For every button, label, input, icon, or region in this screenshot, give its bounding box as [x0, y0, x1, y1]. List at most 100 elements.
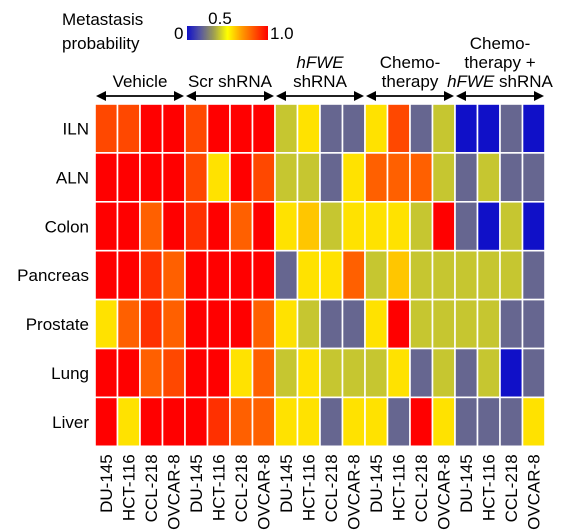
row-label: Prostate [26, 315, 89, 334]
heatmap-cell [386, 347, 411, 399]
row-label: Liver [52, 413, 89, 432]
heatmap-cell [139, 347, 164, 399]
arrowhead-left-icon [456, 91, 466, 101]
heatmap-cell [409, 103, 434, 154]
column-label: HCT-116 [480, 454, 499, 521]
heatmap-cell [454, 152, 479, 203]
heatmap-cell [274, 201, 299, 252]
group-label-line: therapy [382, 72, 439, 91]
heatmap-cell [454, 298, 479, 350]
group-label-line: hFWE shRNA [447, 72, 553, 91]
heatmap-cell [364, 347, 389, 399]
column-label: HCT-116 [210, 454, 229, 521]
heatmap-cell [94, 103, 119, 154]
column-label: DU-145 [97, 454, 116, 513]
heatmap-cell [476, 298, 501, 350]
heatmap-cell [296, 103, 321, 154]
heatmap-cell [521, 347, 546, 399]
heatmap-cell [139, 298, 164, 350]
column-label: HCT-116 [390, 454, 409, 521]
colorbar-legend: Metastasis probability 0.5 0 1.0 [62, 9, 294, 53]
column-label: DU-145 [277, 454, 296, 513]
heatmap-cell [431, 396, 456, 448]
arrowhead-right-icon [354, 91, 364, 101]
heatmap-cell [364, 298, 389, 350]
heatmap-cell [184, 396, 209, 448]
heatmap-cell [296, 347, 321, 399]
heatmap-cell [184, 249, 209, 301]
column-labels: DU-145 HCT-116 CCL-218 OVCAR-8 DU-145 HCT-116… [97, 454, 544, 530]
heatmap-cell [296, 249, 321, 301]
heatmap-cell [184, 298, 209, 350]
heatmap-cell [409, 396, 434, 448]
heatmap-cell [454, 103, 479, 154]
heatmap-cell [319, 103, 344, 154]
heatmap-cell [206, 201, 231, 252]
arrowhead-right-icon [534, 91, 544, 101]
heatmap-cell [319, 347, 344, 399]
heatmap-cell [319, 396, 344, 448]
row-label: Lung [51, 364, 89, 383]
heatmap-cell [139, 249, 164, 301]
heatmap-cell [409, 347, 434, 399]
heatmap-cell [251, 249, 276, 301]
heatmap-cell [229, 152, 254, 203]
group-header: Chemo-therapy +hFWE shRNA [447, 34, 554, 101]
heatmap-cell [341, 103, 366, 154]
heatmap-cell [454, 396, 479, 448]
arrowhead-left-icon [96, 91, 106, 101]
colorbar-mid-label: 0.5 [208, 9, 232, 28]
column-label: OVCAR-8 [345, 454, 364, 530]
heatmap-cell [94, 201, 119, 252]
heatmap-cell [319, 249, 344, 301]
heatmap-cell [364, 152, 389, 203]
colorbar-title-line1: Metastasis [62, 10, 143, 29]
heatmap-cell [476, 201, 501, 252]
heatmap-cell [274, 347, 299, 399]
heatmap-cell [206, 152, 231, 203]
heatmap-cell [161, 396, 186, 448]
heatmap-cell [161, 201, 186, 252]
column-label: OVCAR-8 [435, 454, 454, 530]
column-label: DU-145 [187, 454, 206, 513]
heatmap-cell [386, 103, 411, 154]
heatmap-cell [296, 396, 321, 448]
row-label: Pancreas [17, 266, 89, 285]
heatmap-cell [319, 298, 344, 350]
heatmap-cell [206, 103, 231, 154]
heatmap-cell [431, 152, 456, 203]
heatmap-cell [161, 347, 186, 399]
heatmap-cell [364, 103, 389, 154]
heatmap-cell [229, 396, 254, 448]
heatmap-cell [274, 249, 299, 301]
heatmap-cell [161, 298, 186, 350]
heatmap-cell [454, 249, 479, 301]
heatmap-cell [139, 152, 164, 203]
heatmap-cell [521, 201, 546, 252]
heatmap-cell [229, 298, 254, 350]
column-label: DU-145 [367, 454, 386, 513]
arrowhead-left-icon [366, 91, 376, 101]
heatmap-cell [184, 201, 209, 252]
heatmap-cell [274, 103, 299, 154]
heatmap-cell [94, 347, 119, 399]
heatmap-cell [499, 201, 524, 252]
heatmap-cell [184, 103, 209, 154]
heatmap-cell [319, 152, 344, 203]
heatmap-cell [139, 396, 164, 448]
heatmap-cell [386, 249, 411, 301]
heatmap-cell [341, 298, 366, 350]
heatmap-cell [116, 201, 141, 252]
heatmap-cell [139, 201, 164, 252]
group-label-line: hFWE [296, 53, 344, 72]
heatmap-cell [409, 201, 434, 252]
heatmap-cell [364, 249, 389, 301]
heatmap-cell [274, 298, 299, 350]
heatmap-cell [521, 298, 546, 350]
heatmap-cell [476, 152, 501, 203]
heatmap-cell [341, 347, 366, 399]
heatmap-cell [116, 396, 141, 448]
heatmap-cell [94, 396, 119, 448]
heatmap-cell [499, 249, 524, 301]
column-label: OVCAR-8 [255, 454, 274, 530]
